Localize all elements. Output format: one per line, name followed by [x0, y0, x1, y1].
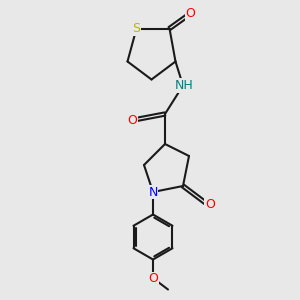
Text: O: O [186, 7, 195, 20]
Text: NH: NH [175, 79, 194, 92]
Text: N: N [148, 185, 158, 199]
Text: O: O [205, 197, 215, 211]
Text: S: S [133, 22, 140, 35]
Text: O: O [127, 113, 137, 127]
Text: O: O [148, 272, 158, 285]
